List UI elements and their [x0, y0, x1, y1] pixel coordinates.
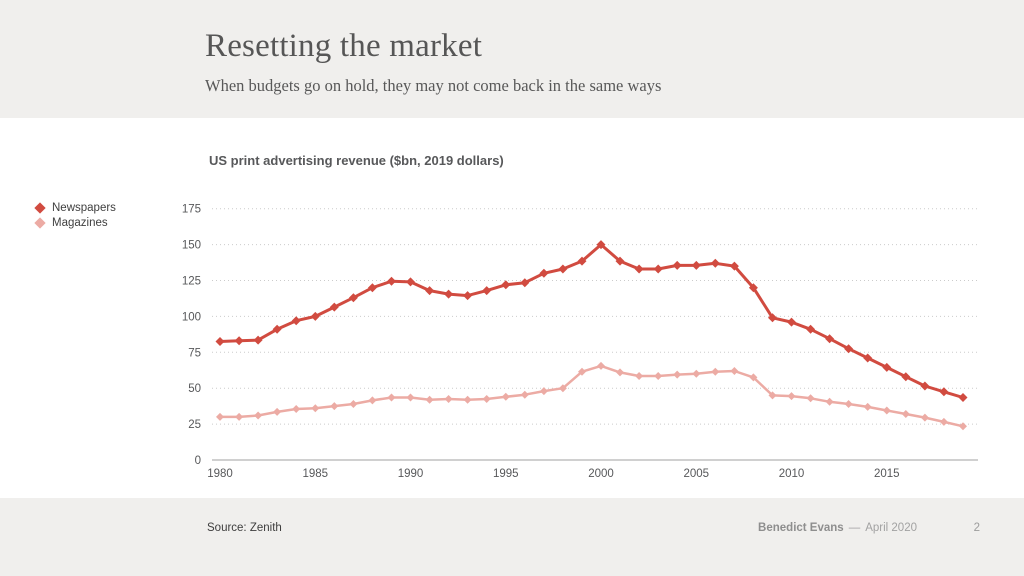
y-tick-label: 25 — [188, 419, 201, 431]
y-tick-label: 75 — [188, 347, 201, 359]
x-tick-label: 2015 — [874, 468, 900, 480]
x-tick-label: 2000 — [588, 468, 614, 480]
magazines-series — [216, 361, 967, 431]
y-tick-label: 175 — [182, 204, 201, 216]
y-tick-label: 150 — [182, 240, 201, 252]
author-credit: Benedict Evans — April 2020 — [758, 522, 917, 534]
chart-title: US print advertising revenue ($bn, 2019 … — [209, 153, 504, 168]
footer-band — [0, 498, 1024, 576]
credit-date: April 2020 — [865, 522, 917, 534]
source-note: Source: Zenith — [207, 522, 282, 534]
y-tick-label: 100 — [182, 311, 201, 323]
legend-label-newspapers: Newspapers — [52, 202, 116, 214]
author-name: Benedict Evans — [758, 522, 844, 534]
slide-subtitle: When budgets go on hold, they may not co… — [205, 76, 662, 95]
legend-label-magazines: Magazines — [52, 217, 108, 229]
credit-separator: — — [848, 522, 861, 534]
header-band: Resetting the market When budgets go on … — [0, 0, 1024, 118]
legend-item-magazines: Magazines — [34, 216, 116, 230]
chart-legend: Newspapers Magazines — [34, 201, 116, 231]
x-tick-label: 2005 — [684, 468, 710, 480]
x-tick-label: 1995 — [493, 468, 519, 480]
page-number: 2 — [973, 522, 980, 534]
y-tick-label: 125 — [182, 276, 201, 288]
y-tick-label: 50 — [188, 383, 201, 395]
newspapers-series — [215, 240, 968, 402]
x-tick-label: 1985 — [303, 468, 329, 480]
legend-item-newspapers: Newspapers — [34, 201, 116, 215]
x-tick-label: 1980 — [207, 468, 233, 480]
x-tick-label: 2010 — [779, 468, 805, 480]
slide-title: Resetting the market — [205, 28, 483, 64]
x-tick-label: 1990 — [398, 468, 424, 480]
y-tick-label: 0 — [195, 455, 201, 467]
